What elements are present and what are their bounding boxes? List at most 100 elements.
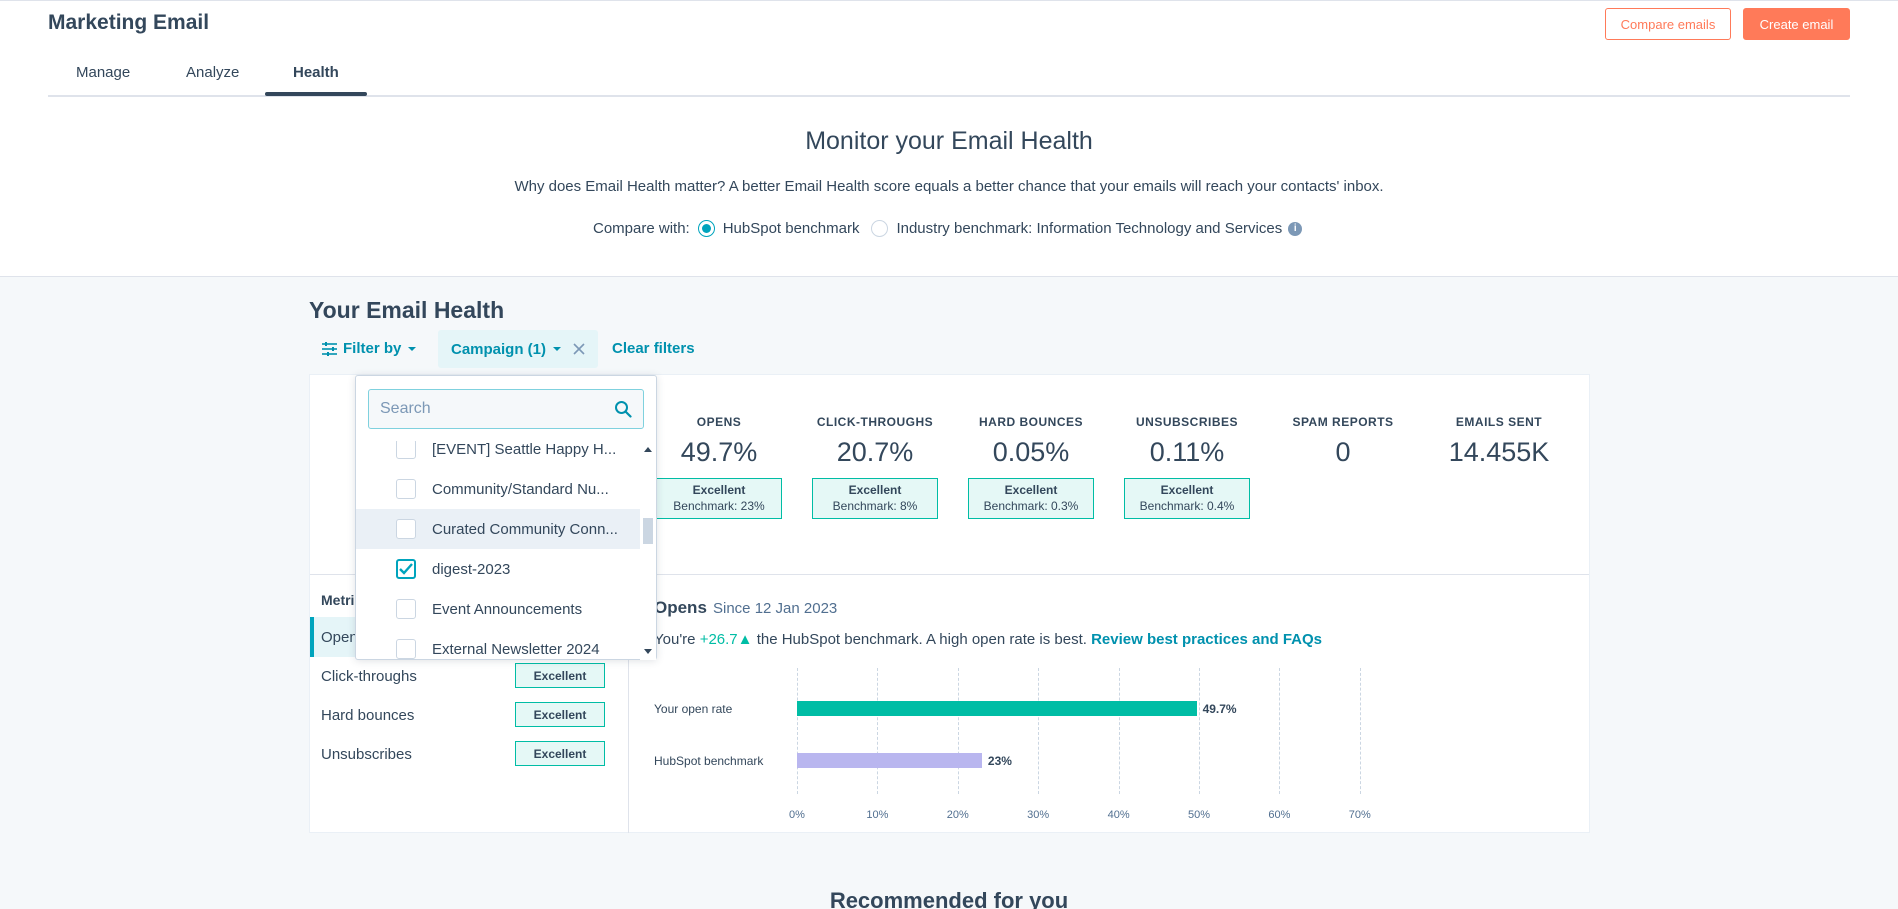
compare-with-label: Compare with: xyxy=(593,220,690,237)
opens-since-date: Since 12 Jan 2023 xyxy=(713,600,838,617)
rating-badge: Excellent Benchmark: 0.3% xyxy=(968,478,1094,519)
campaign-option[interactable]: External Newsletter 2024 xyxy=(356,629,640,660)
campaign-filter-chip[interactable]: Campaign (1) xyxy=(438,330,598,368)
metric-emails-sent[interactable]: EMAILS SENT 14.455K xyxy=(1429,415,1569,468)
campaign-option[interactable]: Curated Community Conn... xyxy=(356,509,640,549)
recommended-title: Recommended for you xyxy=(829,888,1069,909)
campaign-option[interactable]: [EVENT] Seattle Happy H... xyxy=(356,441,640,469)
metrics-list-item-hard-bounces[interactable]: Hard bounces Excellent xyxy=(310,695,628,735)
info-icon[interactable]: i xyxy=(1288,221,1303,236)
campaign-option-label: Community/Standard Nu... xyxy=(432,480,609,498)
comparison-prefix: You're xyxy=(654,631,696,648)
hubspot-benchmark-label[interactable]: HubSpot benchmark xyxy=(722,220,860,237)
page-title: Marketing Email xyxy=(48,11,210,34)
grid-line xyxy=(1118,668,1120,794)
metric-value: 0.05% xyxy=(992,437,1070,467)
rating-text: Excellent xyxy=(848,482,902,497)
rating-text: Excellent xyxy=(1160,482,1214,497)
bar xyxy=(797,753,982,768)
bar-value-label: 23% xyxy=(987,754,1012,768)
x-tick-label: 50% xyxy=(1187,809,1211,821)
opens-detail-title: Opens xyxy=(654,598,707,617)
filter-by-label: Filter by xyxy=(343,340,402,357)
search-input[interactable]: Search xyxy=(368,389,644,429)
metric-label: HARD BOUNCES xyxy=(978,415,1083,429)
checkbox[interactable] xyxy=(396,519,416,539)
x-tick-label: 60% xyxy=(1268,809,1291,821)
close-icon[interactable] xyxy=(573,343,585,355)
chevron-down-icon xyxy=(408,346,417,351)
scroll-down-icon[interactable] xyxy=(644,649,652,654)
metric-label: EMAILS SENT xyxy=(1455,415,1543,429)
checkbox[interactable] xyxy=(396,441,416,459)
filter-by-button[interactable]: Filter by xyxy=(322,340,417,357)
industry-benchmark-label[interactable]: Industry benchmark: Information Technolo… xyxy=(896,220,1283,237)
benchmark-text: Benchmark: 0.4% xyxy=(1139,498,1235,513)
grid-line xyxy=(1199,668,1200,794)
metrics-list-label: Unsubscribes xyxy=(321,745,412,763)
column-divider xyxy=(628,575,629,833)
x-tick-label: 70% xyxy=(1348,809,1371,821)
arrow-up-icon: ▲ xyxy=(737,631,753,648)
metrics-list-label: Open xyxy=(321,628,358,646)
metric-opens[interactable]: OPENS 49.7% Excellent Benchmark: 23% xyxy=(649,415,789,519)
tab-manage[interactable]: Manage xyxy=(76,64,131,81)
bar xyxy=(797,701,1197,716)
campaign-option[interactable]: Event Announcements xyxy=(356,589,640,629)
metric-label: OPENS xyxy=(696,415,742,429)
grid-line xyxy=(1279,668,1281,794)
rating-text: Excellent xyxy=(1004,482,1058,497)
grid-line xyxy=(797,668,798,794)
checkbox[interactable] xyxy=(396,479,416,499)
x-tick-label: 40% xyxy=(1107,809,1130,821)
campaign-chip-label: Campaign (1) xyxy=(451,340,547,358)
review-best-practices-link[interactable]: Review best practices and FAQs xyxy=(1091,631,1323,648)
scroll-up-icon[interactable] xyxy=(644,447,652,452)
campaign-option-label: Curated Community Conn... xyxy=(432,520,618,538)
rating-badge: Excellent xyxy=(515,702,605,727)
clear-filters-button[interactable]: Clear filters xyxy=(612,340,695,357)
metric-value: 0 xyxy=(1335,437,1351,467)
checkbox[interactable] xyxy=(396,599,416,619)
rating-badge: Excellent Benchmark: 0.4% xyxy=(1124,478,1250,519)
hubspot-benchmark-radio[interactable] xyxy=(697,220,715,237)
top-header: Marketing Email Compare emails Create em… xyxy=(0,0,1898,277)
campaign-list: [EVENT] Seattle Happy H... Community/Sta… xyxy=(356,441,640,660)
search-icon[interactable] xyxy=(614,400,632,418)
tab-health[interactable]: Health xyxy=(293,64,339,81)
metric-label: CLICK-THROUGHS xyxy=(816,415,934,429)
metric-click-throughs[interactable]: CLICK-THROUGHS 20.7% Excellent Benchmark… xyxy=(805,415,945,519)
x-tick-label: 20% xyxy=(946,809,969,821)
metric-unsubscribes[interactable]: UNSUBSCRIBES 0.11% Excellent Benchmark: … xyxy=(1117,415,1257,519)
tab-analyze[interactable]: Analyze xyxy=(186,64,240,81)
compare-emails-button[interactable]: Compare emails xyxy=(1605,8,1731,40)
campaign-option-label: digest-2023 xyxy=(432,560,511,578)
active-tab-indicator xyxy=(265,92,367,96)
industry-benchmark-radio[interactable] xyxy=(871,220,889,237)
chevron-down-icon xyxy=(553,347,562,351)
metric-spam-reports[interactable]: SPAM REPORTS 0 xyxy=(1273,415,1413,468)
create-email-button[interactable]: Create email xyxy=(1743,8,1850,40)
checkmark-icon xyxy=(399,563,413,575)
bar-category-label: HubSpot benchmark xyxy=(654,754,764,768)
dropdown-scrollbar[interactable] xyxy=(640,441,656,660)
rating-badge: Excellent xyxy=(515,663,605,688)
campaign-option-label: [EVENT] Seattle Happy H... xyxy=(432,441,617,458)
metric-value: 0.11% xyxy=(1149,437,1225,467)
metrics-list-item-unsubscribes[interactable]: Unsubscribes Excellent xyxy=(310,734,628,774)
metric-hard-bounces[interactable]: HARD BOUNCES 0.05% Excellent Benchmark: … xyxy=(961,415,1101,519)
checkbox[interactable] xyxy=(396,639,416,659)
scroll-thumb[interactable] xyxy=(643,518,653,544)
opens-comparison-text: You're +26.7▲ the HubSpot benchmark. A h… xyxy=(654,631,1322,648)
open-rate-chart: 0% 10% 20% 30% 40% 50% 60% 70% Your open rate 49.… xyxy=(654,668,1454,828)
metrics-list-item-click-throughs[interactable]: Click-throughs Excellent xyxy=(310,656,628,696)
metric-label: SPAM REPORTS xyxy=(1292,415,1394,429)
x-tick-label: 0% xyxy=(789,809,805,821)
delta-value: +26.7 xyxy=(699,631,738,648)
metric-value: 14.455K xyxy=(1448,437,1550,467)
campaign-option[interactable]: digest-2023 xyxy=(356,549,640,589)
metrics-list-label: Hard bounces xyxy=(321,706,415,724)
checkbox-checked[interactable] xyxy=(396,559,416,579)
rating-badge: Excellent Benchmark: 23% xyxy=(656,478,782,519)
campaign-option[interactable]: Community/Standard Nu... xyxy=(356,469,640,509)
